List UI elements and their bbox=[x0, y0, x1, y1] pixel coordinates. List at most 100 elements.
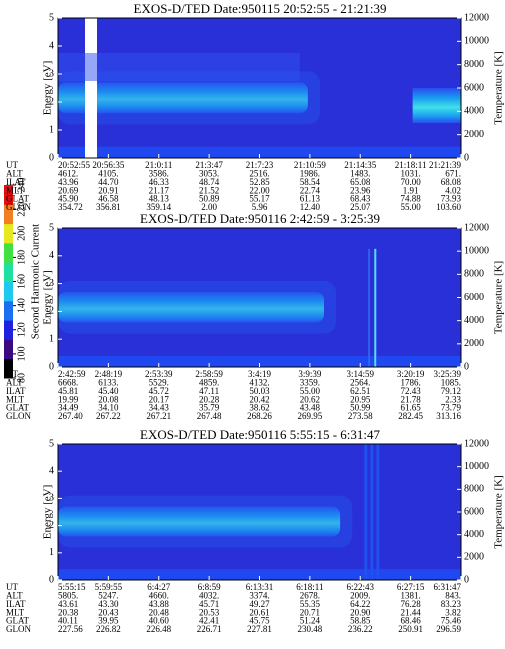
spectrogram-streak bbox=[364, 444, 368, 580]
y2-axis-label: Temperature [K] bbox=[493, 261, 505, 334]
table-cell: 6668. bbox=[58, 377, 78, 387]
table-cell: 3053. bbox=[199, 168, 219, 178]
table-cell: 55.17 bbox=[249, 194, 270, 204]
spectrogram-patch bbox=[412, 88, 461, 123]
table-cell: 2516. bbox=[249, 168, 269, 178]
table-cell: 45.81 bbox=[58, 386, 78, 396]
y2-tick-label: 0 bbox=[464, 574, 469, 585]
table-cell: 20.38 bbox=[58, 607, 79, 617]
table-cell: 5529. bbox=[149, 377, 169, 387]
table-cell: 58.54 bbox=[300, 177, 321, 187]
table-cell: 227.56 bbox=[58, 624, 83, 634]
table-cell: 55.35 bbox=[300, 599, 321, 609]
colorbar-tick-label: 120 bbox=[16, 322, 27, 337]
table-cell: 20.17 bbox=[149, 394, 170, 404]
y-axis-label: Energy [eV] bbox=[42, 270, 54, 324]
table-cell: 58.85 bbox=[350, 616, 371, 626]
table-cell: 21.17 bbox=[149, 185, 170, 195]
table-cell: 20.53 bbox=[199, 607, 220, 617]
table-cell: 20.95 bbox=[350, 394, 371, 404]
y-tick-label: 0 bbox=[49, 361, 54, 372]
y2-tick-label: 8000 bbox=[464, 269, 484, 280]
table-cell: 4.02 bbox=[445, 185, 461, 195]
table-cell: 3359. bbox=[300, 377, 320, 387]
spectrogram-streak bbox=[376, 444, 380, 580]
table-cell: 21:3:47 bbox=[195, 160, 223, 170]
spectrogram-band bbox=[58, 291, 324, 323]
table-row-label: MLT bbox=[6, 607, 25, 617]
y-tick-label: 2 bbox=[49, 520, 54, 531]
colorbar-segment bbox=[4, 281, 13, 302]
colorbar-segment bbox=[4, 358, 13, 379]
table-cell: 22.74 bbox=[300, 185, 321, 195]
table-cell: 5.96 bbox=[252, 202, 268, 212]
table-cell: 40.11 bbox=[58, 616, 78, 626]
table-cell: 21.44 bbox=[401, 607, 422, 617]
table-cell: 43.88 bbox=[149, 599, 170, 609]
spectrogram-band-halo bbox=[58, 280, 337, 334]
table-cell: 236.22 bbox=[348, 624, 373, 634]
y-tick-label: 4 bbox=[49, 40, 54, 51]
spectrogram-band bbox=[58, 82, 308, 114]
y-tick-label: 4 bbox=[49, 250, 54, 261]
table-cell: 22.00 bbox=[249, 185, 270, 195]
table-cell: 61.13 bbox=[300, 194, 321, 204]
y2-tick-label: 8000 bbox=[464, 59, 484, 70]
table-cell: 267.40 bbox=[58, 411, 83, 421]
y-tick-label: 1 bbox=[49, 124, 54, 135]
table-cell: 43.30 bbox=[98, 599, 119, 609]
y2-tick-label: 2000 bbox=[464, 552, 484, 563]
spectrogram-band-halo bbox=[58, 71, 320, 125]
colorbar-segment bbox=[4, 320, 13, 340]
table-cell: 282.45 bbox=[398, 411, 423, 421]
table-cell: 68.08 bbox=[441, 177, 462, 187]
table-cell: 55.00 bbox=[300, 386, 321, 396]
table-cell: 68.46 bbox=[401, 616, 422, 626]
y-tick-label: 0 bbox=[49, 152, 54, 163]
table-cell: 6:27:15 bbox=[397, 582, 425, 592]
table-cell: 25.07 bbox=[350, 202, 371, 212]
table-row-label: MLT bbox=[6, 185, 25, 195]
colorbar-segment bbox=[4, 223, 13, 244]
colorbar-tick-label: 240 bbox=[16, 178, 27, 193]
table-cell: 1085. bbox=[441, 377, 461, 387]
table-cell: 45.90 bbox=[58, 194, 79, 204]
table-row-label: UT bbox=[6, 369, 18, 379]
table-cell: 843. bbox=[445, 590, 461, 600]
table-cell: 5:55:15 bbox=[58, 582, 86, 592]
table-cell: 21:18:11 bbox=[395, 160, 427, 170]
table-cell: 79.12 bbox=[441, 386, 461, 396]
y2-tick-label: 10000 bbox=[464, 36, 489, 47]
table-cell: 83.23 bbox=[441, 599, 462, 609]
table-cell: 20.48 bbox=[149, 607, 170, 617]
y-tick-label: 5 bbox=[49, 438, 54, 449]
y2-tick-label: 10000 bbox=[464, 461, 489, 472]
table-cell: 5247. bbox=[98, 590, 118, 600]
table-cell: 2678. bbox=[300, 590, 320, 600]
y2-tick-label: 12000 bbox=[464, 438, 489, 449]
table-cell: 50.89 bbox=[199, 194, 220, 204]
table-row-label: ALT bbox=[6, 377, 23, 387]
table-cell: 34.43 bbox=[149, 403, 170, 413]
colorbar-segment bbox=[4, 185, 13, 205]
table-cell: 6:13:31 bbox=[246, 582, 274, 592]
table-cell: 52.85 bbox=[249, 177, 270, 187]
table-cell: 55.00 bbox=[401, 202, 422, 212]
spectrogram-streak bbox=[368, 248, 370, 367]
table-cell: 35.79 bbox=[199, 403, 220, 413]
y-tick-label: 0 bbox=[49, 574, 54, 585]
table-cell: 3374. bbox=[249, 590, 269, 600]
table-cell: 354.72 bbox=[58, 202, 83, 212]
table-cell: 226.71 bbox=[197, 624, 222, 634]
colorbar-tick-label: 80 bbox=[16, 373, 27, 383]
table-cell: 227.81 bbox=[247, 624, 272, 634]
table-cell: 359.14 bbox=[146, 202, 171, 212]
y2-tick-label: 12000 bbox=[464, 222, 489, 233]
table-cell: 2:48:19 bbox=[95, 369, 123, 379]
table-cell: 20.61 bbox=[249, 607, 269, 617]
y2-axis-label: Temperature [K] bbox=[493, 475, 505, 548]
table-cell: 296.59 bbox=[436, 624, 461, 634]
table-cell: 50.03 bbox=[249, 386, 270, 396]
table-cell: 45.75 bbox=[249, 616, 270, 626]
